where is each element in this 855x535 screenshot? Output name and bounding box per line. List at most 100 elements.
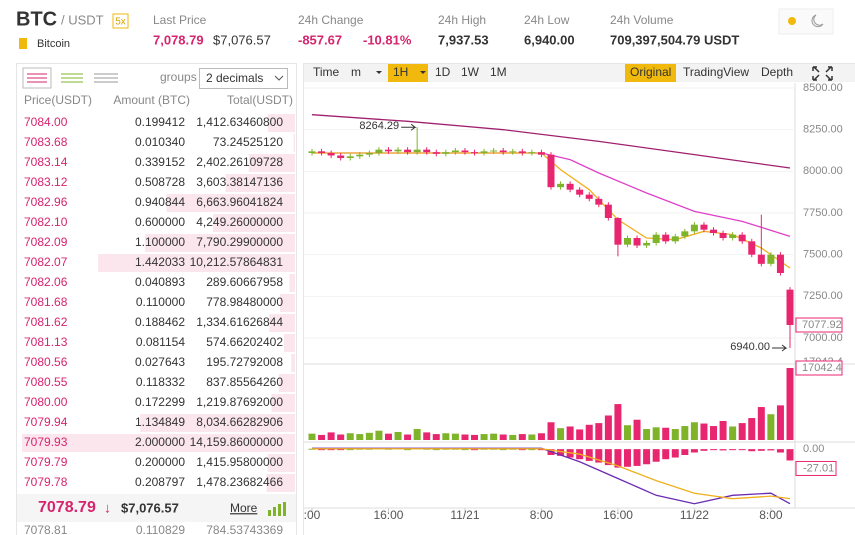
interval[interactable]: 1H: [393, 65, 408, 79]
book-price[interactable]: 7079.93: [24, 435, 68, 449]
book-total[interactable]: 289.60667958: [206, 275, 283, 289]
book-price[interactable]: 7081.62: [24, 315, 68, 329]
book-price[interactable]: 7082.10: [24, 215, 68, 229]
book-total[interactable]: 6,663.96041824: [196, 195, 283, 209]
book-amount[interactable]: 0.010340: [135, 135, 185, 149]
book-price[interactable]: 7081.13: [24, 335, 68, 349]
book-total[interactable]: 574.66202402: [206, 335, 283, 349]
view-option[interactable]: Original: [630, 65, 671, 79]
book-price[interactable]: 7082.07: [24, 255, 68, 269]
book-amount[interactable]: 0.027643: [135, 355, 185, 369]
book-total[interactable]: 837.85564260: [206, 375, 283, 389]
volume-bar: [700, 423, 708, 440]
interval[interactable]: 1D: [435, 65, 451, 79]
book-amount[interactable]: 0.940844: [135, 195, 185, 209]
theme-switch[interactable]: [778, 8, 834, 35]
interval[interactable]: 1M: [490, 65, 507, 79]
book-price[interactable]: 7083.14: [24, 155, 68, 169]
fullscreen-icon[interactable]: [812, 66, 833, 81]
book-total[interactable]: 778.98480000: [206, 295, 283, 309]
candle-body: [461, 150, 469, 153]
book-amount[interactable]: 0.208797: [135, 475, 185, 489]
book-total[interactable]: 4,249.26000000: [196, 215, 283, 229]
book-amount[interactable]: 1.442033: [135, 255, 185, 269]
interval-active[interactable]: [388, 64, 428, 82]
volume-bar: [757, 407, 765, 440]
candle-body: [518, 151, 526, 153]
decimals-select[interactable]: [199, 68, 288, 89]
more-link[interactable]: More: [230, 501, 258, 515]
book-amount[interactable]: 0.508728: [135, 175, 185, 189]
indicator-line: [311, 114, 791, 169]
candle-body: [404, 149, 412, 153]
book-amount[interactable]: 1.134849: [135, 415, 185, 429]
interval[interactable]: 1W: [461, 65, 480, 79]
book-amount[interactable]: 0.600000: [135, 215, 185, 229]
volume-bar: [461, 434, 469, 440]
book-price[interactable]: 7079.94: [24, 415, 68, 429]
book-total[interactable]: 1,478.23682466: [196, 475, 283, 489]
depth-bar: [291, 354, 295, 372]
macd-zero-label: 0.00: [803, 443, 824, 455]
volume-bar: [308, 433, 316, 440]
book-amount[interactable]: 0.081154: [136, 335, 185, 349]
book-total[interactable]: 1,334.61626844: [196, 315, 283, 329]
book-price[interactable]: 7079.79: [24, 455, 68, 469]
book-price[interactable]: 7080.55: [24, 375, 68, 389]
book-total[interactable]: 7,790.29900000: [196, 235, 283, 249]
candle-body: [394, 149, 402, 152]
volume-bar: [585, 424, 593, 440]
stat-value: 709,397,504.79 USDT: [610, 32, 739, 47]
book-price[interactable]: 7084.00: [24, 115, 68, 129]
book-amount[interactable]: 0.200000: [135, 455, 185, 469]
depth-bar: [283, 334, 295, 352]
view-option[interactable]: TradingView: [683, 65, 749, 79]
book-total[interactable]: 73.24525120: [213, 135, 283, 149]
book-total[interactable]: 1,412.63460800: [196, 115, 283, 129]
moon-icon[interactable]: [811, 14, 824, 28]
interval[interactable]: Time: [313, 65, 340, 79]
book-price[interactable]: 7080.56: [24, 355, 68, 369]
depth-bar: [225, 174, 295, 192]
book-total[interactable]: 8,034.66282906: [196, 415, 283, 429]
view-active[interactable]: [625, 64, 676, 82]
book-price[interactable]: 7081.68: [24, 295, 68, 309]
book-amount[interactable]: 0.110000: [136, 295, 185, 309]
book-price[interactable]: 7079.78: [24, 475, 68, 489]
book-total[interactable]: 1,219.87692000: [196, 395, 283, 409]
book-amount[interactable]: 0.339152: [135, 155, 185, 169]
book-amount[interactable]: 0.188462: [135, 315, 185, 329]
view-option[interactable]: Depth: [761, 65, 793, 79]
book-amount[interactable]: 1.100000: [135, 235, 185, 249]
depth-icon[interactable]: [268, 502, 286, 516]
book-price[interactable]: 7080.00: [24, 395, 68, 409]
candle-body: [356, 154, 364, 157]
sun-icon[interactable]: [788, 17, 796, 25]
book-price[interactable]: 7082.96: [24, 195, 68, 209]
book-view-icons[interactable]: [22, 67, 118, 89]
macd-bar: [337, 449, 345, 451]
book-price[interactable]: 7083.12: [24, 175, 68, 189]
book-amount[interactable]: 0.172299: [135, 395, 185, 409]
book-price[interactable]: 7082.09: [24, 235, 68, 249]
book-price[interactable]: 7082.06: [24, 275, 68, 289]
decimals[interactable]: 2 decimals: [206, 71, 263, 85]
book-total[interactable]: 14,159.86000000: [190, 435, 284, 449]
book-total[interactable]: 10,212.57864831: [190, 255, 284, 269]
book-total[interactable]: 2,402.26109728: [196, 155, 283, 169]
book-total[interactable]: 1,415.95800000: [196, 455, 283, 469]
interval[interactable]: m: [351, 65, 361, 79]
book-amount[interactable]: 0.199412: [135, 115, 185, 129]
quote: / USDT: [61, 12, 104, 27]
book-amount[interactable]: 0.118332: [136, 375, 185, 389]
book-price[interactable]: 7083.68: [24, 135, 68, 149]
candle-body: [690, 224, 698, 232]
volume-bar: [671, 429, 679, 440]
book-amount[interactable]: 2.000000: [135, 435, 185, 449]
depth-bar: [271, 394, 295, 412]
book-total[interactable]: 195.72792008: [206, 355, 283, 369]
book-amount[interactable]: 0.040893: [135, 275, 185, 289]
book-total[interactable]: 3,603.38147136: [196, 175, 283, 189]
candle-body: [614, 218, 622, 245]
volume-bar: [365, 432, 373, 440]
